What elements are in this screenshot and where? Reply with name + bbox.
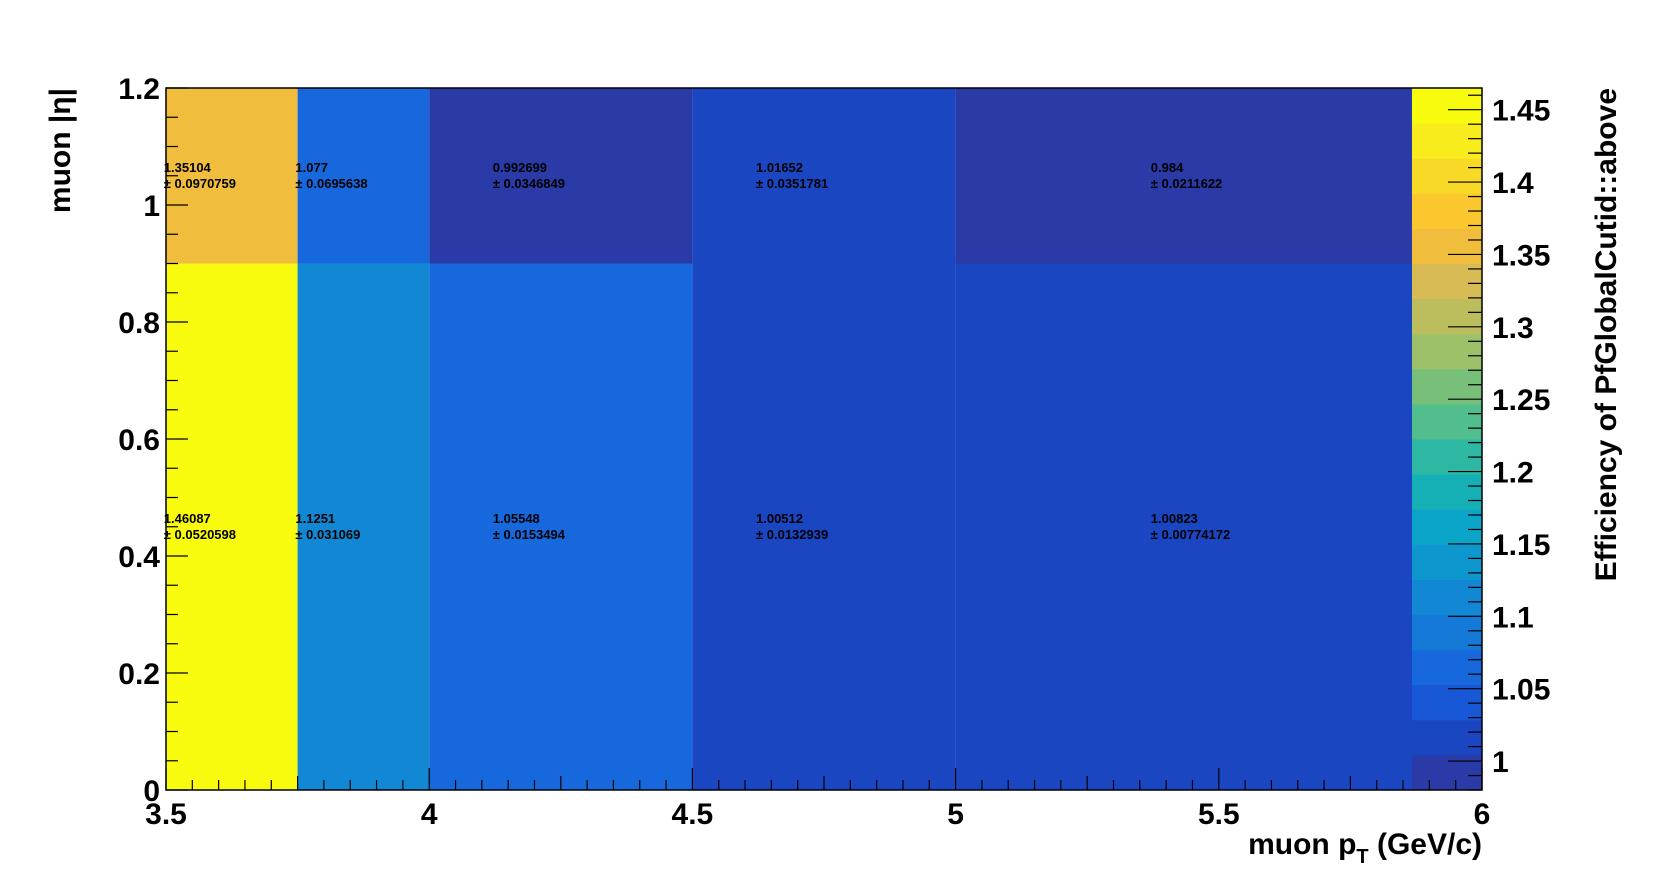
x-tick-label: 6: [1474, 798, 1491, 831]
colorbar-segment: [1412, 614, 1482, 651]
z-tick-label: 1.3: [1492, 312, 1534, 345]
heatmap-cell: [692, 263, 956, 790]
cell-error-label: ± 0.0695638: [295, 176, 367, 191]
cell-value-label: 1.00512: [756, 511, 803, 526]
x-tick-label: 3.5: [145, 798, 187, 831]
colorbar-segment: [1412, 719, 1482, 756]
heatmap-cell: [429, 88, 693, 264]
axis-ticks: [165, 87, 1483, 791]
heatmap-cell: [297, 263, 430, 790]
cell-error-label: ± 0.0351781: [756, 176, 828, 191]
cell-error-label: ± 0.0520598: [164, 527, 236, 542]
colorbar-segment: [1412, 158, 1482, 194]
tick-labels: 3.5 4 4.5 5 5.5 6 0 0.2 0.4 0.6 0.8 1 1.2 1 1.05 1.1 1.1…: [118, 73, 1550, 831]
y-axis-title: muon |η|: [44, 88, 77, 213]
colorbar-segment: [1412, 649, 1482, 686]
colorbar-segment: [1412, 474, 1482, 510]
x-tick-label: 5: [947, 798, 964, 831]
y-tick-label: 0.8: [118, 307, 160, 340]
heatmap-cell: [297, 88, 430, 264]
colorbar-title: Efficiency of PfGlobalCutid::above: [1590, 88, 1623, 581]
z-tick-label: 1.2: [1492, 457, 1534, 490]
z-tick-label: 1.15: [1492, 529, 1550, 562]
y-tick-label: 0.6: [118, 424, 160, 457]
z-tick-label: 1.1: [1492, 601, 1534, 634]
z-tick-label: 1: [1492, 746, 1509, 779]
cell-value-label: 0.992699: [493, 160, 547, 175]
cell-error-label: ± 0.0153494: [493, 527, 566, 542]
y-tick-label: 1.2: [118, 73, 160, 106]
colorbar: [1412, 88, 1482, 791]
y-tick-label: 0: [143, 775, 160, 808]
z-tick-label: 1.4: [1492, 167, 1534, 200]
cell-value-label: 1.46087: [164, 511, 211, 526]
heatmap-cell: [166, 263, 298, 790]
z-tick-label: 1.45: [1492, 95, 1550, 128]
x-tick-label: 5.5: [1198, 798, 1240, 831]
colorbar-segment: [1412, 368, 1482, 405]
y-tick-label: 1: [143, 190, 160, 223]
colorbar-segment: [1412, 333, 1482, 370]
cell-value-label: 1.01652: [756, 160, 803, 175]
cell-error-label: ± 0.0346849: [493, 176, 565, 191]
cell-error-label: ± 0.0211622: [1151, 176, 1222, 191]
x-tick-label: 4: [421, 798, 438, 831]
z-tick-label: 1.35: [1492, 239, 1550, 272]
y-tick-label: 0.4: [118, 541, 160, 574]
cell-value-label: 1.05548: [493, 511, 540, 526]
heatmap-cell: [429, 263, 693, 790]
cell-labels: 1.46087± 0.0520598 1.1251± 0.031069 1.0554…: [164, 160, 1230, 542]
z-tick-label: 1.05: [1492, 674, 1550, 707]
colorbar-segment: [1412, 684, 1482, 721]
colorbar-segment: [1412, 88, 1482, 124]
cell-value-label: 1.077: [295, 160, 328, 175]
colorbar-segment: [1412, 228, 1482, 264]
z-tick-label: 1.25: [1492, 384, 1550, 417]
cell-error-label: ± 0.0970759: [164, 176, 236, 191]
heatmap-cells: [166, 88, 1482, 790]
y-tick-label: 0.2: [118, 658, 160, 691]
heatmap-cell: [692, 88, 956, 264]
cell-error-label: ± 0.031069: [295, 527, 360, 542]
cell-error-label: ± 0.0132939: [756, 527, 828, 542]
colorbar-segment: [1412, 754, 1482, 791]
x-tick-label: 4.5: [672, 798, 714, 831]
colorbar-segment: [1412, 579, 1482, 615]
colorbar-segment: [1412, 403, 1482, 440]
x-axis-title: muon pT (GeV/c): [1248, 828, 1482, 868]
colorbar-segment: [1412, 544, 1482, 580]
cell-value-label: 1.00823: [1151, 511, 1198, 526]
colorbar-segment: [1412, 298, 1482, 335]
cell-value-label: 1.35104: [164, 160, 212, 175]
cell-value-label: 0.984: [1151, 160, 1184, 175]
heatmap-cell: [166, 88, 298, 264]
heatmap-cell: [955, 263, 1482, 790]
cell-error-label: ± 0.00774172: [1151, 527, 1230, 542]
heatmap-cell: [955, 88, 1482, 264]
cell-value-label: 1.1251: [295, 511, 335, 526]
